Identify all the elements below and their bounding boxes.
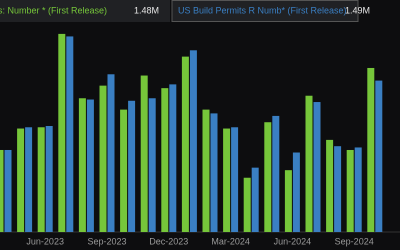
x-tick-label: Dec-2023 — [149, 236, 188, 246]
bar — [292, 152, 300, 232]
bar — [86, 99, 94, 232]
bar — [58, 33, 66, 233]
bar — [264, 122, 272, 232]
bar — [161, 88, 169, 233]
x-tick-label: Sep-2024 — [335, 236, 374, 246]
legend-label: Permits: Number * (First Release) — [0, 5, 107, 15]
bar — [148, 98, 156, 233]
bar — [231, 127, 239, 232]
bar — [251, 167, 259, 232]
bar — [99, 85, 107, 233]
bar — [140, 75, 148, 233]
bar — [284, 170, 292, 232]
legend-label: US Build Permits R Numb* (First Release) — [178, 5, 347, 15]
bar — [37, 127, 45, 232]
x-tick-label: Sep-2023 — [87, 236, 126, 246]
legend-box — [0, 0, 170, 22]
bar — [107, 74, 115, 232]
bar — [128, 100, 136, 232]
bar — [210, 113, 218, 232]
bar — [78, 98, 86, 233]
bar — [66, 36, 74, 233]
bar — [0, 149, 4, 232]
bar — [189, 50, 197, 233]
bar — [4, 149, 12, 232]
bar — [223, 128, 231, 232]
bar — [313, 102, 321, 232]
bar — [25, 127, 33, 232]
bar — [272, 115, 280, 232]
bar — [326, 139, 334, 232]
bar — [181, 56, 189, 233]
bar — [305, 95, 313, 233]
bar — [202, 109, 210, 232]
x-tick-label: Jun-2024 — [274, 236, 312, 246]
bar — [367, 67, 375, 233]
bar — [45, 126, 53, 232]
bar — [120, 109, 128, 232]
bar — [243, 177, 251, 232]
bar — [375, 80, 383, 233]
x-tick-label: Mar-2024 — [211, 236, 250, 246]
legend-value: 1.48M — [134, 5, 159, 15]
bar — [354, 147, 362, 232]
bar — [169, 84, 177, 232]
bar — [346, 149, 354, 232]
x-tick-label: Jun-2023 — [26, 236, 64, 246]
legend-box — [171, 0, 359, 22]
bar — [334, 146, 342, 232]
bar — [17, 128, 25, 232]
legend-value: 1.49M — [345, 5, 370, 15]
